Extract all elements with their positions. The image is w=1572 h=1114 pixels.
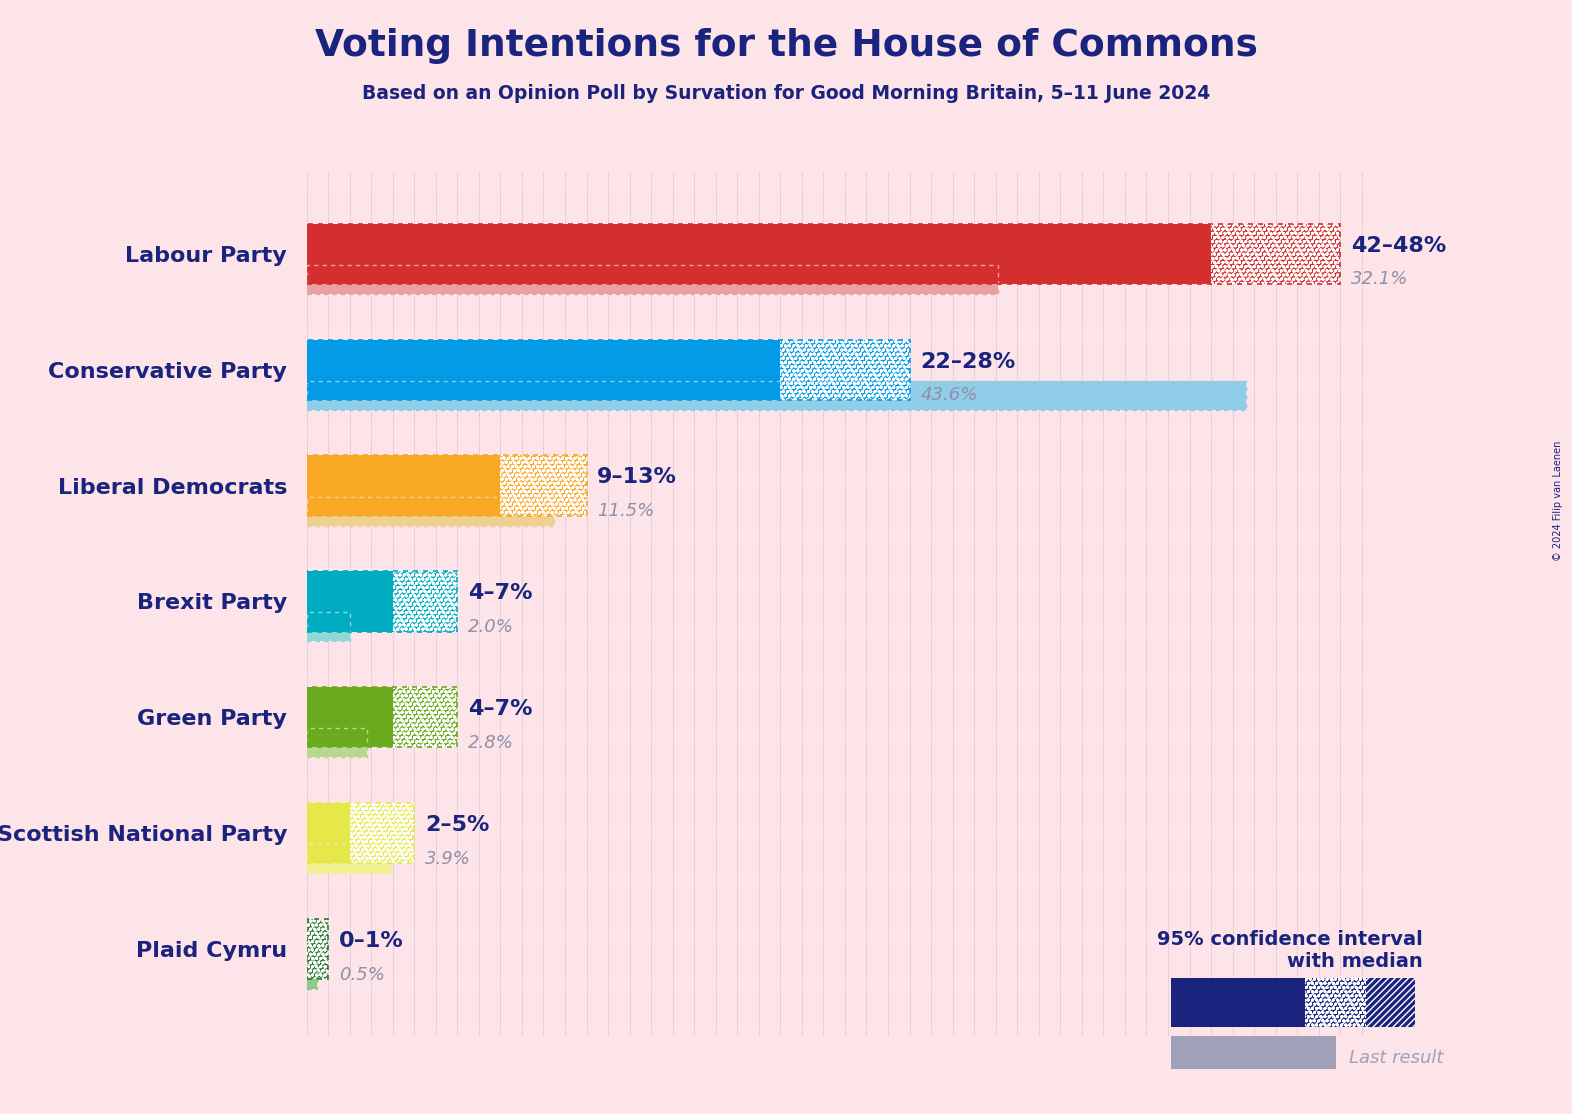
- Bar: [1366, 978, 1415, 1027]
- Bar: [307, 613, 349, 642]
- Text: 4–7%: 4–7%: [468, 584, 533, 604]
- Bar: [307, 919, 329, 979]
- Bar: [1305, 978, 1366, 1027]
- Text: 95% confidence interval
with median: 95% confidence interval with median: [1157, 930, 1423, 971]
- Bar: [307, 456, 500, 516]
- Text: Based on an Opinion Poll by Survation for Good Morning Britain, 5–11 June 2024: Based on an Opinion Poll by Survation fo…: [362, 84, 1210, 102]
- Bar: [307, 803, 349, 863]
- Bar: [307, 844, 390, 873]
- Bar: [307, 803, 415, 863]
- Bar: [307, 687, 457, 747]
- Bar: [1210, 224, 1341, 284]
- Bar: [393, 571, 457, 632]
- Bar: [307, 265, 998, 294]
- Text: 9–13%: 9–13%: [597, 468, 678, 488]
- Text: 32.1%: 32.1%: [1350, 271, 1409, 289]
- Bar: [780, 340, 910, 400]
- Bar: [307, 729, 366, 758]
- Bar: [349, 803, 415, 863]
- Bar: [1305, 978, 1366, 1027]
- Text: 3.9%: 3.9%: [424, 850, 472, 868]
- Bar: [307, 265, 998, 294]
- Bar: [307, 340, 780, 400]
- Bar: [349, 803, 415, 863]
- Bar: [349, 803, 415, 863]
- Bar: [307, 340, 910, 400]
- Bar: [1210, 224, 1341, 284]
- Bar: [500, 456, 586, 516]
- Bar: [307, 497, 555, 526]
- Bar: [307, 960, 318, 989]
- Bar: [1171, 1036, 1336, 1068]
- Bar: [307, 960, 318, 989]
- Bar: [1366, 978, 1415, 1027]
- Bar: [1210, 224, 1341, 284]
- Bar: [500, 456, 586, 516]
- Text: 22–28%: 22–28%: [920, 352, 1016, 372]
- Text: 4–7%: 4–7%: [468, 700, 533, 720]
- Bar: [307, 456, 586, 516]
- Bar: [307, 919, 329, 979]
- Bar: [393, 687, 457, 747]
- Bar: [307, 571, 457, 632]
- Bar: [307, 497, 555, 526]
- Text: 0.5%: 0.5%: [340, 966, 385, 984]
- Text: 42–48%: 42–48%: [1350, 236, 1446, 256]
- Bar: [500, 456, 586, 516]
- Text: 2.8%: 2.8%: [468, 734, 514, 752]
- Text: 43.6%: 43.6%: [920, 387, 978, 404]
- Bar: [307, 224, 1210, 284]
- Bar: [393, 571, 457, 632]
- Bar: [393, 571, 457, 632]
- Bar: [780, 340, 910, 400]
- Bar: [307, 729, 366, 758]
- Bar: [307, 224, 1341, 284]
- Text: Last result: Last result: [1349, 1049, 1443, 1067]
- Text: Voting Intentions for the House of Commons: Voting Intentions for the House of Commo…: [314, 28, 1258, 63]
- Bar: [307, 919, 329, 979]
- Text: 2–5%: 2–5%: [424, 815, 489, 836]
- Bar: [307, 919, 329, 979]
- Bar: [393, 687, 457, 747]
- Bar: [307, 844, 390, 873]
- Bar: [307, 613, 349, 642]
- Text: 11.5%: 11.5%: [597, 502, 654, 520]
- Bar: [307, 381, 1245, 410]
- Bar: [393, 687, 457, 747]
- Text: © 2024 Filip van Laenen: © 2024 Filip van Laenen: [1553, 441, 1563, 561]
- Text: 2.0%: 2.0%: [468, 618, 514, 636]
- Bar: [307, 381, 1245, 410]
- Bar: [1171, 978, 1305, 1027]
- Text: 0–1%: 0–1%: [340, 931, 404, 951]
- Bar: [307, 571, 393, 632]
- Bar: [780, 340, 910, 400]
- Bar: [307, 687, 393, 747]
